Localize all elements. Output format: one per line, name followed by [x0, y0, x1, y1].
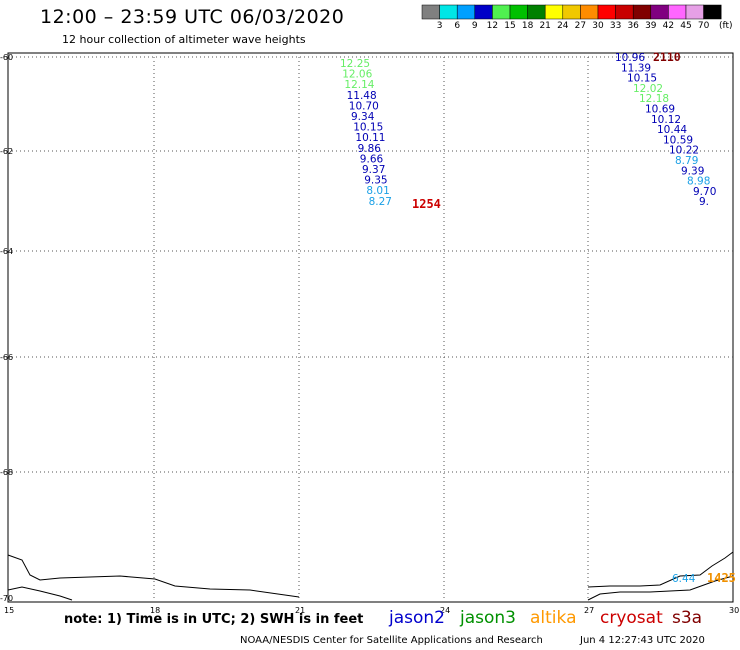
latitude-label: -64: [0, 247, 13, 256]
legend-tick-label: 3: [436, 21, 443, 31]
legend-tick-label: 70: [697, 21, 710, 31]
legend-tick-label: 30: [592, 21, 604, 31]
wave-height-value: 11.48: [347, 90, 377, 102]
legend-tick-label: 36: [627, 21, 639, 31]
latitude-label: -66: [0, 353, 13, 362]
longitude-label: 15: [4, 606, 14, 615]
wave-height-value: 12.25: [340, 58, 370, 70]
map-subtitle: 12 hour collection of altimeter wave hei…: [62, 33, 306, 46]
wave-height-value: 10.15: [627, 73, 657, 85]
legend-tick-label: 15: [504, 21, 516, 31]
legend-bar: [421, 4, 722, 20]
legend-tick-label: 42: [662, 21, 675, 31]
longitude-label: 30: [729, 606, 739, 615]
legend-tick-label: 45: [680, 21, 692, 31]
wave-height-value: 10.15: [353, 122, 383, 134]
wave-height-value: 10.96: [615, 52, 645, 64]
pass-time-label: 1425: [707, 571, 736, 585]
credit-line: NOAA/NESDIS Center for Satellite Applica…: [240, 635, 543, 646]
coastline: [7, 554, 300, 598]
latitude-label: -68: [0, 468, 13, 477]
wave-height-value: 10.12: [651, 114, 681, 126]
legend-swatch: [703, 4, 722, 20]
legend-tick-label: 12: [486, 21, 499, 31]
wave-height-value: 6.44: [672, 573, 696, 585]
wave-height-value: 12.18: [639, 93, 669, 105]
wave-height-value: 10.69: [645, 104, 675, 116]
wave-height-value: 8.01: [366, 185, 389, 197]
pass-time-label: 1254: [412, 197, 441, 211]
coastline: [7, 586, 73, 601]
satellite-altika: altika: [530, 608, 577, 628]
units-note: note: 1) Time is in UTC; 2) SWH is in fe…: [64, 612, 364, 627]
legend-unit: (ft): [719, 21, 733, 31]
wave-height-value: 9.70: [693, 186, 716, 198]
wave-height-value: 11.39: [621, 62, 651, 74]
wave-height-value: 10.70: [349, 100, 379, 112]
generated-timestamp: Jun 4 12:27:43 UTC 2020: [580, 635, 705, 646]
legend-tick-label: 33: [609, 21, 622, 31]
satellite-jason3: jason3: [460, 608, 516, 628]
coastline: [587, 575, 734, 601]
longitude-label: 27: [584, 606, 594, 615]
legend-tick-label: 24: [557, 21, 569, 31]
wave-height-value: 8.79: [675, 155, 698, 167]
pass-time-label: 2110: [653, 50, 681, 64]
wave-height-value: 9.39: [681, 165, 704, 177]
wave-height-value: 9.86: [358, 143, 382, 155]
coastline: [587, 551, 734, 588]
wave-height-value: 10.44: [657, 124, 687, 136]
wave-height-value: 8.98: [687, 176, 710, 188]
legend-tick-label: 18: [521, 21, 534, 31]
wave-height-value: 9.66: [360, 153, 384, 165]
longitude-label: 21: [295, 606, 305, 615]
wave-height-value: 9.: [699, 196, 709, 208]
latitude-label: -60: [0, 53, 13, 62]
wave-height-value: 9.34: [351, 111, 375, 123]
wave-height-value: 10.11: [355, 132, 385, 144]
latitude-label: -70: [0, 594, 13, 603]
wave-height-value: 12.14: [344, 79, 374, 91]
map-title: 12:00 – 23:59 UTC 06/03/2020: [40, 6, 345, 28]
latitude-label: -62: [0, 147, 13, 156]
legend-tick-label: 39: [645, 21, 657, 31]
legend-tick-label: 27: [574, 21, 587, 31]
satellite-cryosat: cryosat: [600, 608, 663, 628]
wave-height-value: 9.35: [364, 175, 387, 187]
map-frame: [7, 52, 734, 603]
legend-tick-label: 21: [539, 21, 551, 31]
legend-tick-label: 6: [454, 21, 461, 31]
wave-height-value: 9.37: [362, 164, 385, 176]
wave-height-value: 10.22: [669, 145, 699, 157]
satellite-s3a: s3a: [672, 608, 703, 628]
wave-height-value: 12.06: [342, 69, 372, 81]
satellite-jason2: jason2: [389, 608, 445, 628]
wave-height-value: 12.02: [633, 83, 663, 95]
wave-height-value: 8.27: [369, 196, 392, 208]
legend-tick-label: 9: [471, 21, 478, 31]
longitude-label: 24: [440, 606, 450, 615]
longitude-label: 18: [150, 606, 160, 615]
wave-height-value: 10.59: [663, 134, 693, 146]
